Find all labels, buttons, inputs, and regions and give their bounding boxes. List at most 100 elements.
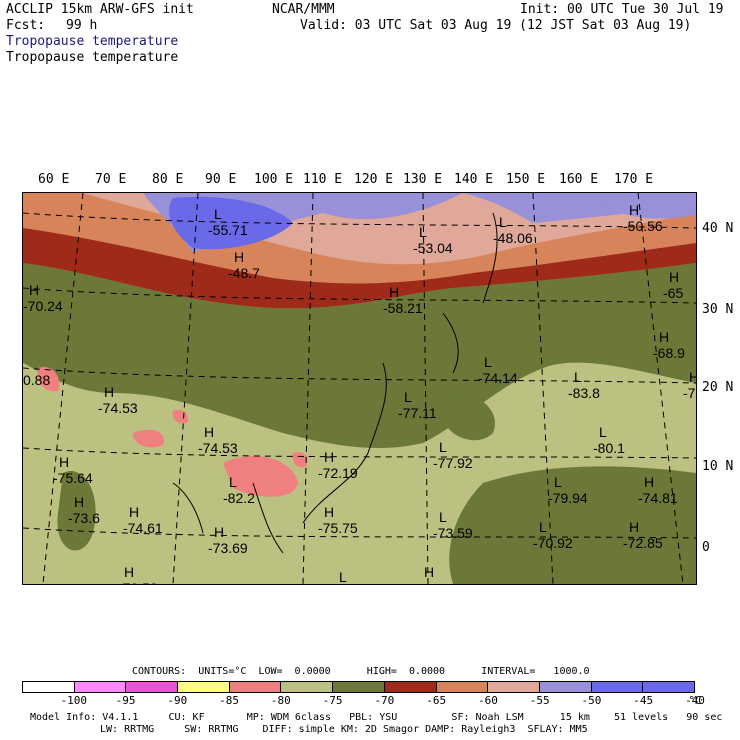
- field-title-primary: Tropopause temperature: [6, 34, 179, 49]
- low-marker: L: [229, 474, 237, 490]
- lon-label: 80 E: [152, 172, 184, 187]
- shade-neg80: [292, 452, 308, 468]
- colorbar-swatch: [281, 682, 334, 692]
- lat-label: 30 N: [702, 302, 734, 317]
- high-marker: H: [629, 202, 639, 218]
- grid-lines: [23, 193, 696, 584]
- lon-label: 90 E: [205, 172, 237, 187]
- lon-label: 170 E: [614, 172, 654, 187]
- colorbar-unit: °C: [688, 694, 702, 707]
- high-marker: H: [74, 494, 84, 510]
- low-marker: L: [439, 439, 447, 455]
- colorbar-swatch: [539, 682, 592, 692]
- lat-label: 40 N: [702, 221, 734, 236]
- coastline: [482, 212, 498, 304]
- marker-value: -73.69: [208, 540, 248, 556]
- marker-value: -72.19: [318, 465, 358, 481]
- high-marker: H: [124, 564, 134, 580]
- high-marker: H: [104, 384, 114, 400]
- lat-label: 0: [702, 540, 710, 555]
- colorbar-swatch: [229, 682, 282, 692]
- marker-value: -80.1: [593, 440, 625, 456]
- shade-neg50: [143, 193, 696, 253]
- lon-label: 60 E: [38, 172, 70, 187]
- marker-value: -55.71: [208, 222, 248, 238]
- high-marker: H: [389, 284, 399, 300]
- marker-value: -73.53: [118, 580, 158, 584]
- colorbar-swatch: [488, 682, 540, 692]
- marker-value: 0.88: [23, 372, 50, 388]
- high-marker: H: [324, 449, 334, 465]
- marker-value: -7: [683, 385, 696, 401]
- marker-value: -73.6: [68, 510, 100, 526]
- colorbar-swatch: [178, 682, 230, 692]
- high-marker: H: [214, 524, 224, 540]
- low-marker: L: [214, 206, 222, 222]
- tropopause-temperature-map: L-55.71H-48.7L-53.04L-48.06H-50.56H-65H-…: [23, 193, 696, 584]
- shade-neg70: [449, 466, 696, 584]
- contours-info: CONTOURS: UNITS=°C LOW= 0.0000 HIGH= 0.0…: [132, 666, 590, 677]
- colorbar-tick-label: -70: [374, 694, 395, 707]
- low-marker: L: [499, 214, 507, 230]
- high-marker: H: [424, 564, 434, 580]
- coastlines: [172, 212, 498, 554]
- low-marker: L: [404, 389, 412, 405]
- valid-time: Valid: 03 UTC Sat 03 Aug 19 (12 JST Sat …: [300, 18, 692, 33]
- lon-label: 140 E: [454, 172, 494, 187]
- marker-value: -83.8: [568, 385, 600, 401]
- lon-label: 120 E: [354, 172, 394, 187]
- marker-value: -65: [663, 285, 683, 301]
- low-marker: L: [339, 569, 347, 584]
- model-title: ACCLIP 15km ARW-GFS init: [6, 2, 194, 17]
- colorbar-swatch: [436, 682, 489, 692]
- field-title-secondary: Tropopause temperature: [6, 50, 179, 65]
- shade-neg80: [37, 367, 60, 392]
- shade-neg80: [133, 429, 164, 448]
- colorbar-tick-label: -85: [219, 694, 239, 707]
- grid-parallel: [23, 287, 696, 304]
- high-marker: H: [204, 424, 214, 440]
- lat-label: 20 N: [702, 380, 734, 395]
- high-marker: H: [129, 504, 139, 520]
- grid-parallel: [23, 212, 696, 229]
- grid-parallel: [23, 527, 696, 539]
- model-info-line1: Model Info: V4.1.1 CU: KF MP: WDM 6class…: [30, 712, 723, 723]
- marker-value: -70.24: [23, 298, 63, 314]
- lon-label: 100 E: [254, 172, 294, 187]
- high-marker: H: [669, 269, 679, 285]
- marker-layer: L-55.71H-48.7L-53.04L-48.06H-50.56H-65H-…: [23, 202, 696, 584]
- high-marker: H: [629, 519, 639, 535]
- marker-value: -53.04: [413, 240, 453, 256]
- marker-value: -73.59: [433, 525, 473, 541]
- high-marker: H: [59, 454, 69, 470]
- high-marker: H: [689, 369, 696, 385]
- colorbar-swatch: [126, 682, 179, 692]
- colorbar-swatch: [591, 682, 644, 692]
- colorbar-tick-label: -95: [115, 694, 136, 707]
- marker-value: -74.53: [198, 440, 238, 456]
- colorbar-swatch: [643, 682, 694, 692]
- shade-neg80: [223, 455, 298, 497]
- low-marker: L: [419, 224, 427, 240]
- lon-label: 110 E: [303, 172, 343, 187]
- high-marker: H: [324, 504, 334, 520]
- shade-neg45: [169, 196, 293, 250]
- org-label: NCAR/MMM: [272, 2, 335, 17]
- shade-neg70: [23, 263, 696, 449]
- colorbar-swatch: [384, 682, 437, 692]
- marker-value: -50.56: [623, 218, 663, 234]
- coastline: [442, 312, 459, 374]
- marker-value: -74.53: [98, 400, 138, 416]
- colorbar-tick-label: -55: [529, 694, 550, 707]
- lon-label: 70 E: [95, 172, 127, 187]
- marker-value: -68.9: [653, 345, 685, 361]
- marker-value: -48.06: [493, 230, 533, 246]
- colorbar-tick-label: -100: [60, 694, 88, 707]
- lon-label: 160 E: [559, 172, 599, 187]
- coastline: [252, 482, 284, 554]
- low-marker: L: [574, 369, 582, 385]
- low-marker: L: [599, 424, 607, 440]
- grid-parallel: [23, 447, 696, 459]
- coastline: [302, 362, 387, 524]
- marker-value: -82.2: [223, 490, 255, 506]
